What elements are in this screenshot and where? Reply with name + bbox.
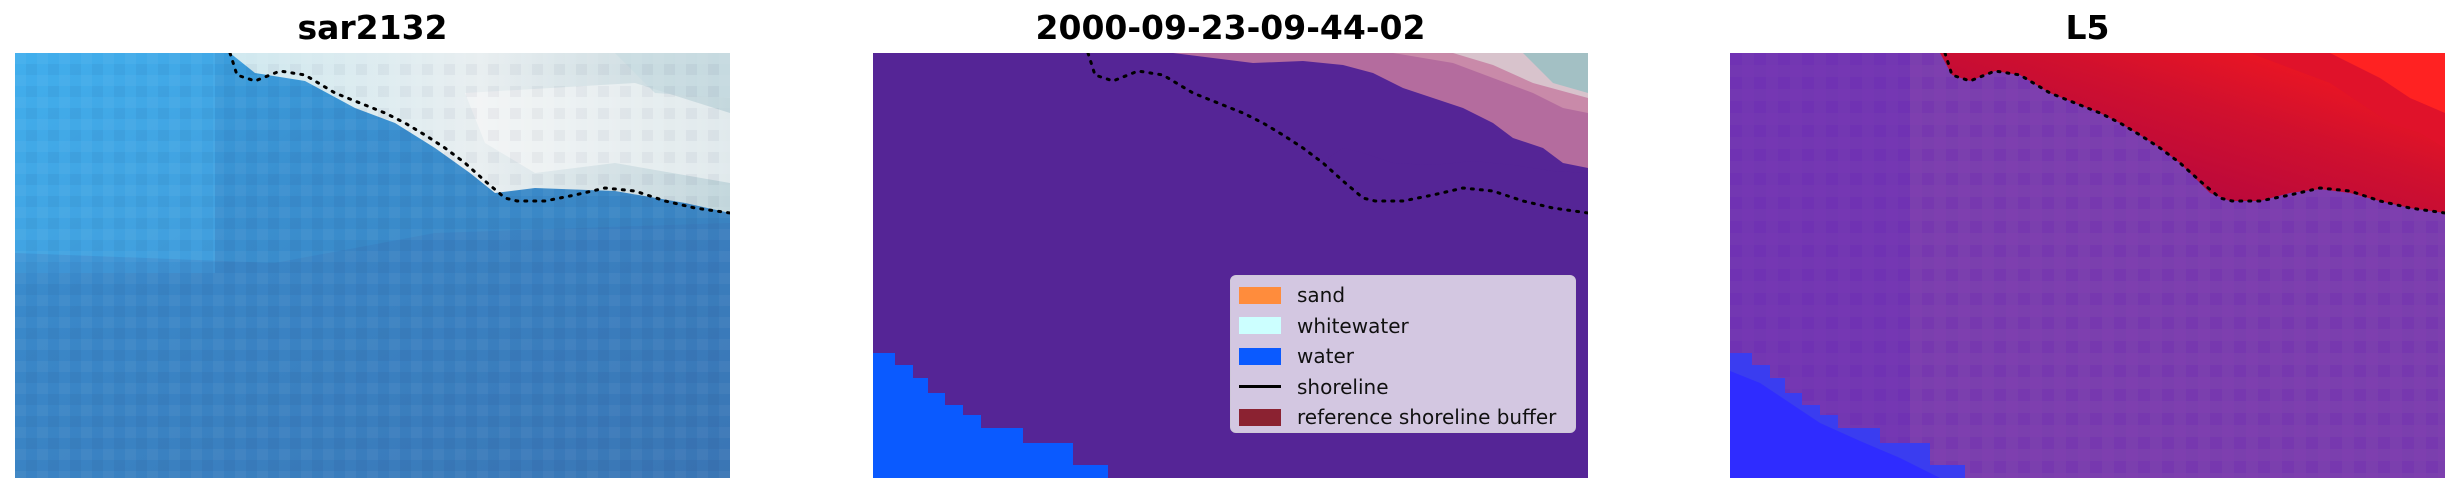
legend-swatch-water [1239, 347, 1281, 365]
legend-swatch-reference-buffer [1239, 408, 1281, 426]
reference-shoreline-dots [228, 53, 730, 215]
shoreline-dots [1086, 53, 1588, 215]
legend-swatch-sand [1239, 286, 1281, 304]
legend-item-whitewater: whitewater [1239, 311, 1565, 342]
panel-title-classified: 2000-09-23-09-44-02 [1035, 8, 1426, 47]
shoreline-dots [1943, 53, 2445, 215]
rgb-image-panel [15, 53, 730, 478]
legend-item-reference-buffer: reference shoreline buffer [1239, 402, 1565, 433]
legend-label: reference shoreline buffer [1297, 405, 1557, 430]
legend: sand whitewater water shoreline referenc… [1230, 275, 1576, 433]
probability-map-panel [1730, 53, 2445, 478]
panel-title-probability: L5 [2065, 8, 2110, 47]
legend-item-shoreline: shoreline [1239, 372, 1565, 403]
rgb-image [15, 53, 730, 478]
legend-label: shoreline [1297, 374, 1389, 399]
legend-item-water: water [1239, 341, 1565, 372]
panel-title-rgb: sar2132 [297, 8, 448, 47]
legend-label: sand [1297, 283, 1346, 308]
legend-swatch-whitewater [1239, 317, 1281, 335]
legend-label: whitewater [1297, 313, 1409, 338]
legend-swatch-shoreline [1239, 378, 1281, 395]
legend-label: water [1297, 344, 1354, 369]
probability-map [1730, 53, 2445, 478]
legend-item-sand: sand [1239, 280, 1565, 311]
